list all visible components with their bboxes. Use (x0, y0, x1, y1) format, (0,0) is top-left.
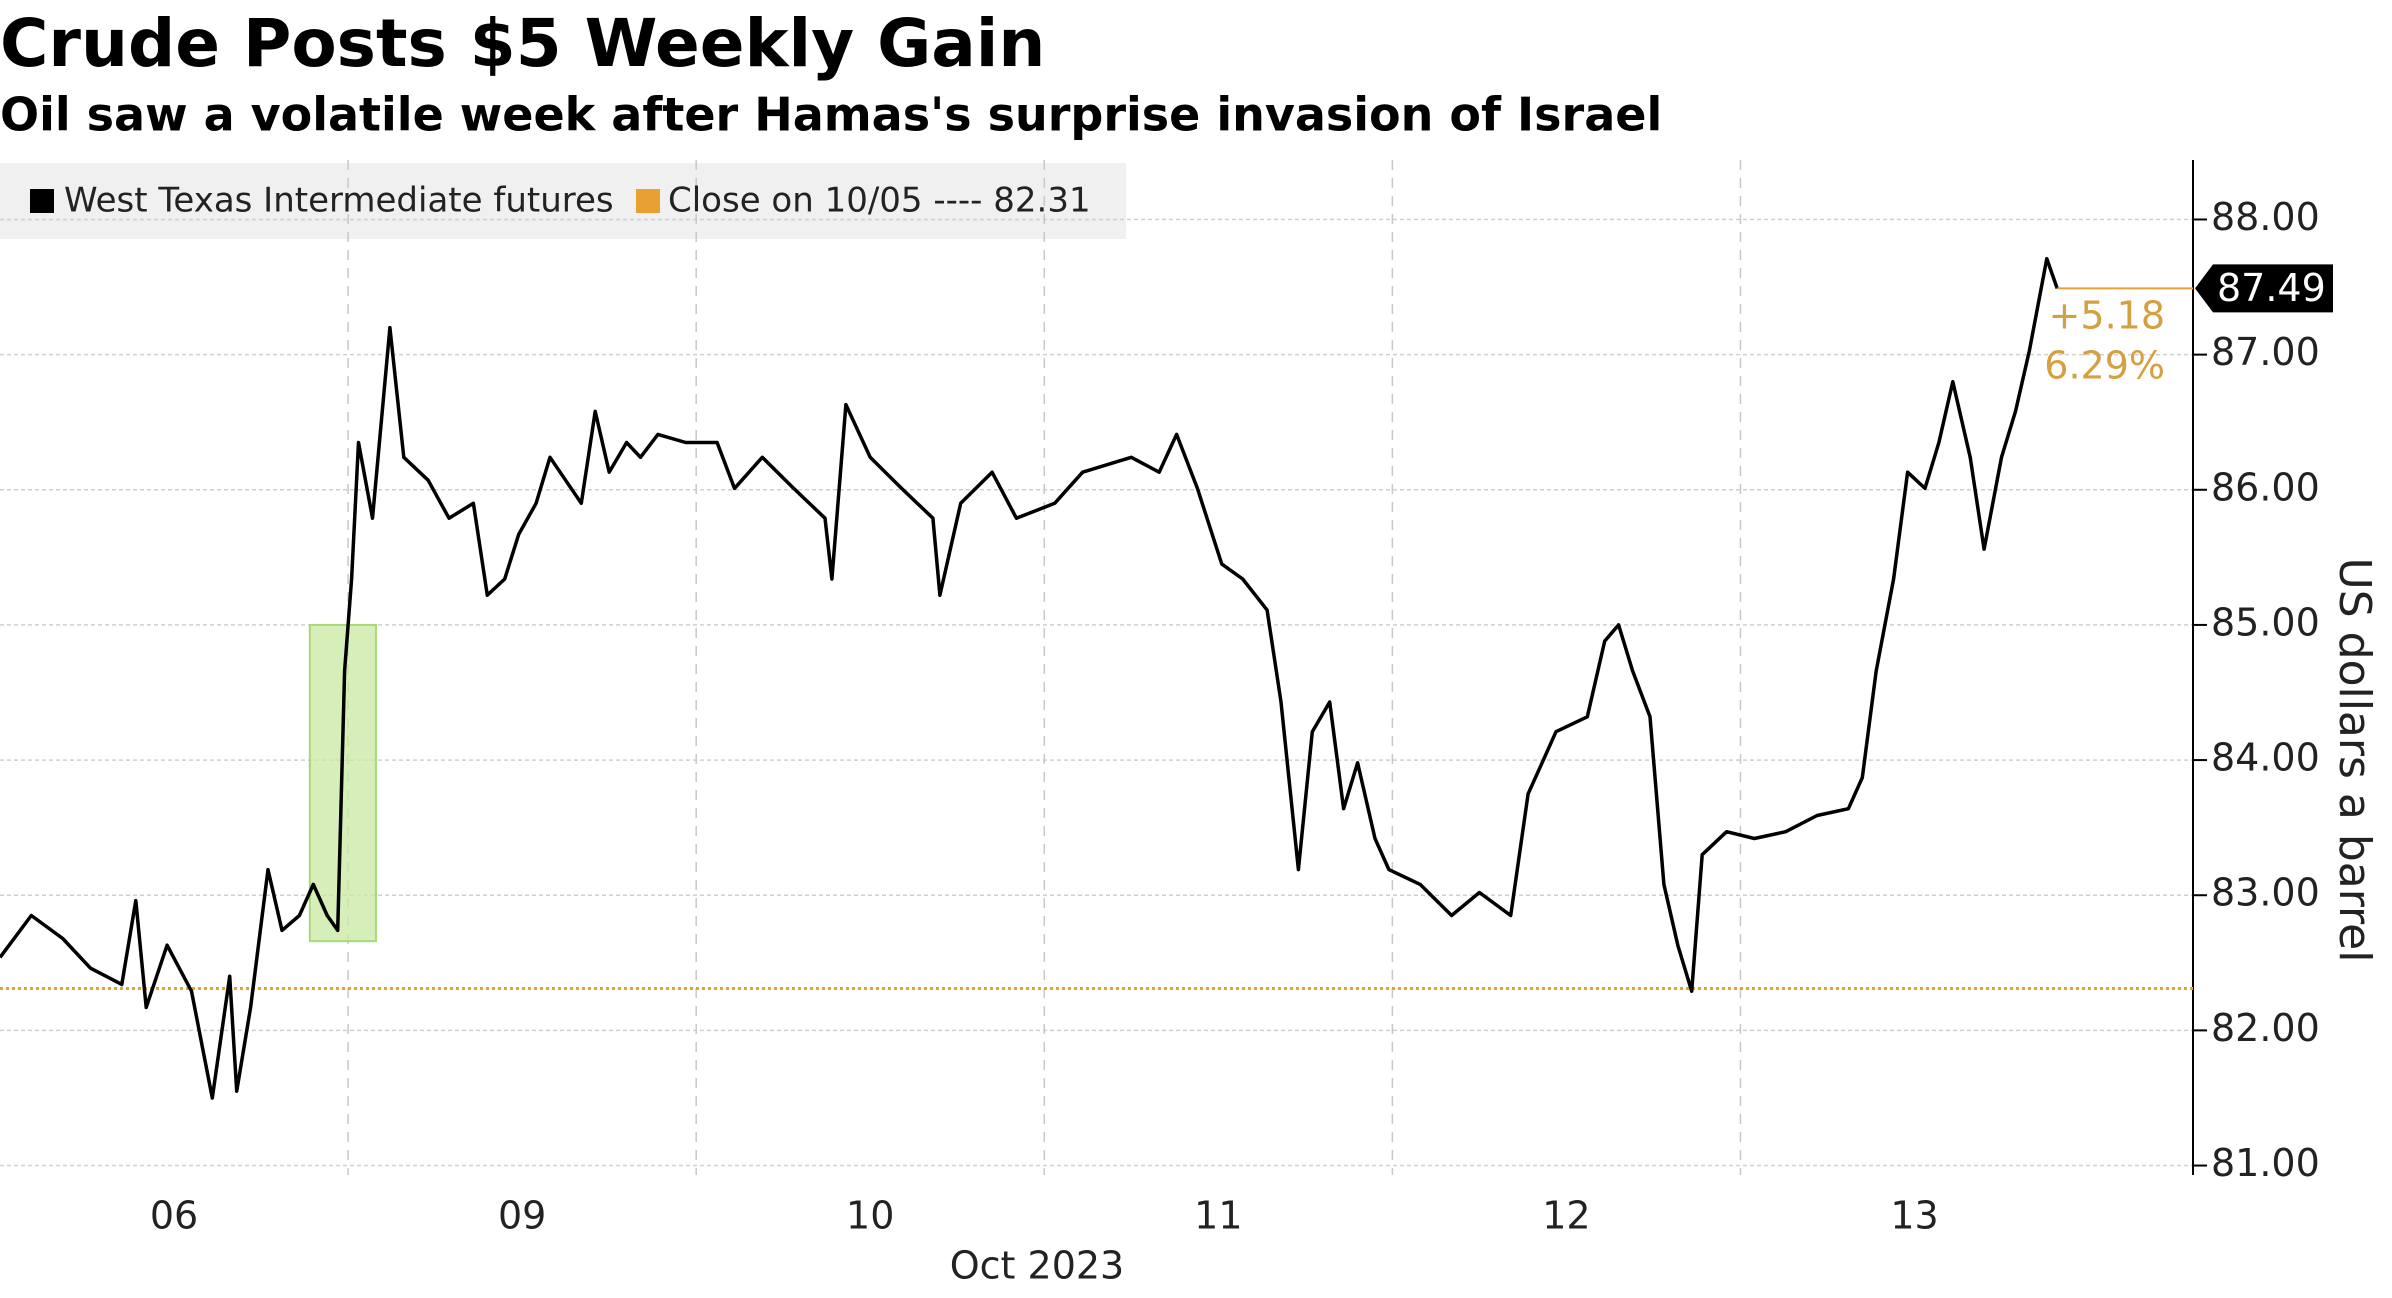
chart-subtitle: Oil saw a volatile week after Hamas's su… (0, 88, 1662, 142)
last-value-label: 87.49 (2217, 266, 2326, 310)
x-tick-label: 10 (846, 1194, 894, 1238)
y-axis-label: US dollars a barrel (2329, 558, 2380, 963)
annotation: +5.18 (2049, 294, 2165, 338)
legend-swatch (636, 189, 660, 213)
y-tick-label: 85.00 (2211, 600, 2320, 644)
x-tick-label: 12 (1542, 1194, 1590, 1238)
y-tick-label: 83.00 (2211, 871, 2320, 915)
y-tick-label: 86.00 (2211, 465, 2320, 509)
legend-label: Close on 10/05 ---- 82.31 (668, 181, 1091, 221)
y-tick-label: 81.00 (2211, 1141, 2320, 1185)
x-tick-label: 13 (1890, 1194, 1938, 1238)
chart-title: Crude Posts $5 Weekly Gain (0, 5, 1045, 82)
line-series (0, 256, 2059, 1100)
x-tick-label: 09 (498, 1194, 546, 1238)
legend-box (0, 163, 1126, 239)
x-axis-label: Oct 2023 (950, 1244, 1125, 1288)
y-tick-label: 84.00 (2211, 736, 2320, 780)
x-tick-label: 06 (150, 1194, 198, 1238)
y-tick-label: 82.00 (2211, 1006, 2320, 1050)
y-tick-label: 87.00 (2211, 330, 2320, 374)
legend-swatch (30, 189, 54, 213)
y-tick-label: 88.00 (2211, 195, 2320, 239)
x-tick-label: 11 (1194, 1194, 1242, 1238)
last-value-tag (2195, 264, 2333, 313)
annotation: 6.29% (2044, 344, 2165, 388)
legend-label: West Texas Intermediate futures (64, 181, 614, 221)
